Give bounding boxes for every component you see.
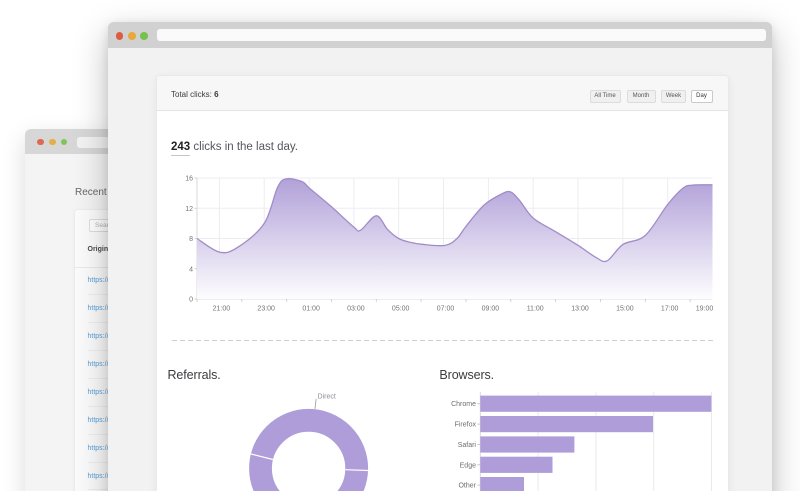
svg-text:Edge: Edge bbox=[460, 462, 476, 469]
svg-text:15:00: 15:00 bbox=[616, 305, 634, 312]
svg-text:Other: Other bbox=[458, 483, 476, 490]
svg-text:11:00: 11:00 bbox=[527, 305, 544, 312]
svg-text:0: 0 bbox=[189, 296, 193, 303]
svg-text:8: 8 bbox=[189, 236, 193, 243]
svg-text:01:00: 01:00 bbox=[302, 305, 320, 312]
svg-text:17:00: 17:00 bbox=[661, 305, 679, 312]
svg-text:05:00: 05:00 bbox=[392, 305, 410, 312]
svg-text:12: 12 bbox=[185, 205, 193, 212]
svg-text:21:00: 21:00 bbox=[213, 305, 231, 312]
svg-text:Firefox: Firefox bbox=[455, 422, 477, 429]
svg-text:Safari: Safari bbox=[458, 442, 477, 449]
svg-text:Chrome: Chrome bbox=[451, 401, 476, 408]
svg-text:03:00: 03:00 bbox=[347, 305, 365, 312]
svg-text:07:00: 07:00 bbox=[437, 305, 455, 312]
svg-text:23:00: 23:00 bbox=[257, 305, 275, 312]
svg-text:16: 16 bbox=[185, 175, 193, 182]
svg-text:Direct: Direct bbox=[318, 394, 336, 401]
svg-text:4: 4 bbox=[189, 266, 193, 273]
svg-text:13:00: 13:00 bbox=[571, 305, 589, 312]
svg-text:19:00: 19:00 bbox=[696, 305, 714, 312]
svg-text:09:00: 09:00 bbox=[482, 305, 500, 312]
